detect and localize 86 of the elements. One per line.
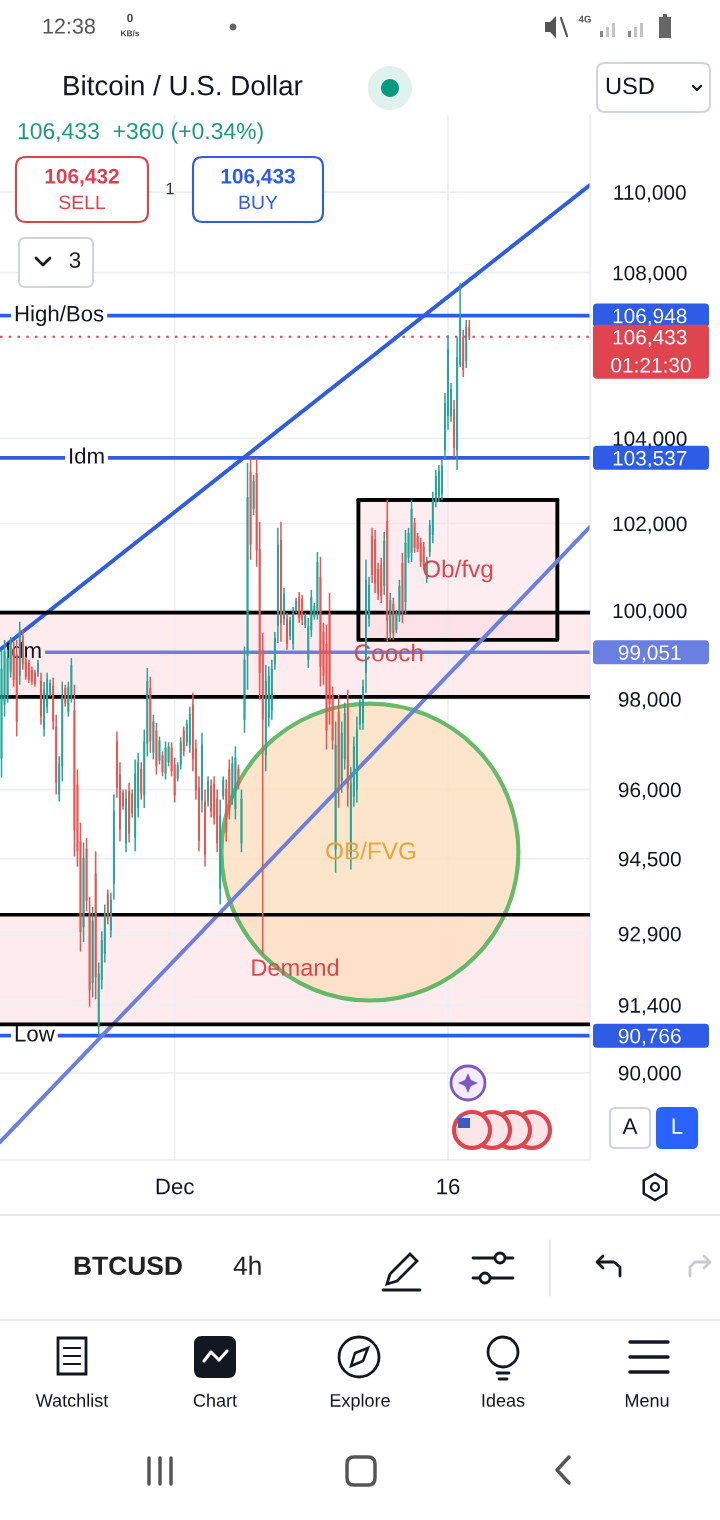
candlestick	[419, 536, 422, 568]
y-tick-label: 104,000	[613, 431, 687, 449]
candlestick	[158, 735, 161, 766]
candlestick	[164, 740, 167, 781]
chart-title: Bitcoin / U.S. Dollar	[64, 75, 303, 96]
candlestick	[207, 775, 210, 808]
ref-line-label: High/Bos	[15, 305, 104, 326]
candlestick	[246, 462, 249, 691]
annotation: 106,433	[221, 168, 295, 187]
y-tick-label: 99,051	[618, 645, 681, 663]
y-tick-label: 90,766	[618, 1028, 681, 1046]
y-tick-label: 91,400	[618, 998, 681, 1016]
candlestick	[73, 684, 76, 858]
candlestick	[289, 615, 292, 641]
text: A	[622, 1118, 638, 1134]
y-tick-label: 102,000	[613, 516, 687, 534]
candlestick	[237, 763, 240, 791]
ref-line-label: Low	[15, 1026, 55, 1042]
text: 4h	[233, 1255, 261, 1275]
y-tick-label: 98,000	[618, 692, 681, 710]
text: Explore	[330, 1393, 390, 1411]
text: Menu	[625, 1394, 669, 1407]
candlestick	[392, 596, 395, 641]
candlestick	[386, 499, 389, 643]
y-tick-label: 94,500	[618, 851, 681, 869]
text: Watchlist	[35, 1393, 109, 1407]
candlestick	[298, 591, 301, 624]
y-tick-label: 106,433	[613, 329, 687, 348]
text: KB/s	[121, 30, 140, 37]
text: BTCUSD	[74, 1256, 182, 1276]
candlestick	[204, 788, 207, 868]
candlestick	[182, 725, 185, 758]
y-tick-label: 110,000	[614, 185, 686, 203]
x-tick-label: 16	[437, 1178, 460, 1195]
text: 4G	[578, 15, 591, 23]
candlestick	[404, 529, 407, 616]
candlestick	[82, 841, 85, 943]
candlestick	[64, 684, 67, 708]
y-tick-label: 92,900	[618, 926, 681, 944]
text: 12:38	[43, 18, 95, 34]
annotation: SELL	[59, 195, 106, 210]
annotation: BUY	[239, 195, 278, 210]
candlestick	[252, 473, 255, 516]
x-tick-label: Dec	[156, 1178, 194, 1195]
text: 01:21:30	[611, 357, 691, 373]
candlestick	[234, 745, 237, 821]
annotation: 3	[69, 252, 81, 268]
y-tick-label: 96,000	[618, 782, 681, 800]
annotation: 1	[166, 182, 174, 195]
candlestick	[155, 722, 158, 776]
candlestick	[401, 552, 404, 624]
candlestick	[413, 517, 416, 554]
candlestick	[410, 499, 413, 563]
candlestick	[231, 755, 234, 806]
candlestick	[316, 551, 319, 621]
y-tick-label: 108,000	[613, 265, 687, 283]
y-tick-label: 106,948	[613, 308, 687, 326]
text: Ideas	[482, 1393, 525, 1407]
candlestick	[422, 541, 425, 571]
y-tick-label: 90,000	[618, 1065, 681, 1084]
candlestick	[337, 693, 340, 809]
candlestick	[94, 850, 97, 1001]
candlestick	[40, 671, 42, 726]
candlestick	[319, 556, 322, 688]
candlestick	[301, 593, 304, 626]
y-tick-label: 100,000	[613, 603, 687, 621]
candlestick	[222, 775, 225, 801]
candlestick	[389, 592, 392, 641]
ref-line-label: Idm	[70, 447, 104, 464]
text: Chart	[193, 1393, 237, 1407]
text: L	[672, 1118, 683, 1134]
candlestick	[36, 659, 39, 678]
candlestick	[149, 675, 152, 754]
annotation: 106,432	[45, 168, 119, 187]
y-tick-label: 103,537	[613, 450, 687, 469]
text: 0	[127, 13, 133, 23]
chart-subtitle: 106,433 +360 (+0.34%)	[18, 122, 263, 144]
candlestick	[468, 319, 471, 341]
candlestick	[249, 456, 252, 561]
candlestick	[152, 714, 155, 761]
candlestick	[200, 732, 203, 814]
candlestick	[27, 659, 30, 684]
candlestick	[283, 587, 285, 626]
candlestick	[91, 906, 94, 999]
text: USD	[606, 77, 654, 95]
candlestick	[240, 788, 243, 853]
